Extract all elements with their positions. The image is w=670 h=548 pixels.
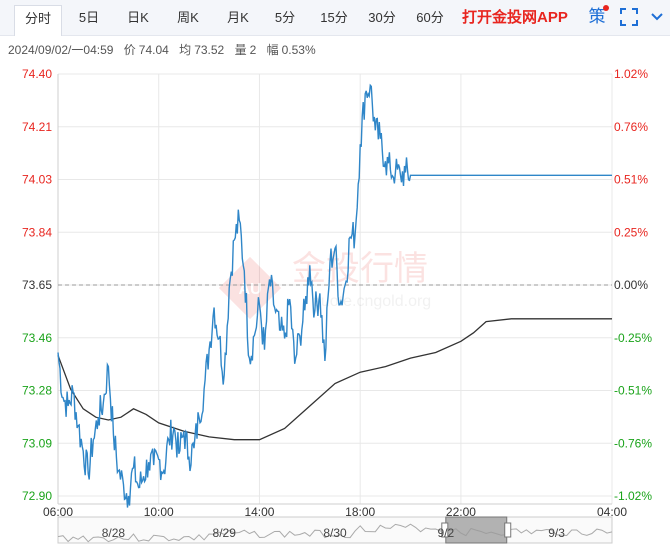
tab-daily-k[interactable]: 日K — [127, 10, 149, 25]
tab-30-min[interactable]: 30分 — [368, 10, 396, 25]
navigator-handle-left[interactable] — [441, 522, 449, 538]
period-tab-bar: 分时 5日 日K 周K 月K 5分 15分 30分 60分 打开金投网APP 策 — [0, 0, 670, 36]
volume-value: 2 — [249, 43, 257, 57]
navigator-handle-right[interactable] — [504, 522, 512, 538]
y-tick-label-left: 74.21 — [22, 120, 52, 134]
notification-dot — [603, 5, 609, 11]
navigator-date-label: 8/28 — [102, 526, 126, 540]
y-tick-label-left: 72.90 — [22, 489, 52, 503]
avg-label: 均 — [179, 43, 192, 57]
x-tick-label: 10:00 — [144, 505, 174, 519]
y-tick-label-left: 74.40 — [22, 67, 52, 81]
y-tick-label-left: 73.46 — [22, 331, 52, 345]
chevron-down-icon[interactable] — [646, 6, 668, 28]
x-tick-label: 18:00 — [345, 505, 375, 519]
x-tick-label: 14:00 — [244, 505, 274, 519]
y-tick-label-left: 74.03 — [22, 173, 52, 187]
price-chart[interactable]: AU 金投行情 quote.cngold.org 74.40 74.21 74.03… — [0, 58, 670, 548]
x-tick-label: 06:00 — [43, 505, 73, 519]
price-line — [57, 83, 612, 508]
amplitude-value: 0.53% — [281, 43, 316, 57]
y-tick-label-right: 0.51% — [614, 173, 648, 187]
price-value: 74.04 — [138, 43, 169, 57]
watermark: AU 金投行情 quote.cngold.org — [218, 249, 431, 320]
x-axis: 06:00 10:00 14:00 18:00 22:00 04:00 — [43, 505, 627, 519]
y-tick-label-right: -0.76% — [614, 436, 652, 450]
y-axis-right: 1.02% 0.76% 0.51% 0.25% 0.00% -0.25% -0.51% -0.… — [614, 67, 652, 503]
navigator-date-label: 8/30 — [323, 526, 347, 540]
time-navigator: 8/28 8/29 8/30 9/2 9/3 — [57, 516, 613, 544]
navigator-date-label: 8/29 — [213, 526, 237, 540]
y-tick-label-right: -0.25% — [614, 331, 652, 345]
tab-weekly-k[interactable]: 周K — [177, 10, 199, 25]
y-tick-label-right: 0.76% — [614, 120, 648, 134]
x-tick-label: 22:00 — [446, 505, 476, 519]
strategy-icon[interactable]: 策 — [588, 7, 606, 26]
y-tick-label-right: 0.25% — [614, 225, 648, 239]
y-tick-label-left: 73.65 — [22, 278, 52, 292]
tab-60-min[interactable]: 60分 — [416, 10, 444, 25]
y-tick-label-right: -1.02% — [614, 489, 652, 503]
tab-monthly-k[interactable]: 月K — [227, 10, 249, 25]
x-tick-label: 04:00 — [597, 505, 627, 519]
chart-grid — [57, 73, 613, 505]
navigator-date-label: 9/2 — [437, 526, 454, 540]
tab-intraday[interactable]: 分时 — [14, 5, 62, 36]
amplitude-label: 幅 — [266, 43, 279, 57]
watermark-url: quote.cngold.org — [312, 293, 431, 310]
y-tick-label-right: 1.02% — [614, 67, 648, 81]
open-app-link[interactable]: 打开金投网APP — [462, 9, 568, 26]
volume-label: 量 — [234, 43, 247, 57]
y-tick-label-right: -0.51% — [614, 384, 652, 398]
price-label: 价 — [123, 43, 136, 57]
quote-datetime: 2024/09/02/一04:59 — [8, 43, 114, 57]
watermark-logo-shape — [218, 256, 282, 320]
y-tick-label-left: 73.84 — [22, 225, 52, 239]
watermark-text: 金投行情 — [292, 249, 428, 289]
tab-15-min[interactable]: 15分 — [320, 10, 348, 25]
y-tick-label-right: 0.00% — [614, 278, 648, 292]
y-tick-label-left: 73.28 — [22, 384, 52, 398]
navigator-date-label: 9/3 — [548, 526, 565, 540]
y-tick-label-left: 73.09 — [22, 436, 52, 450]
average-line — [57, 318, 612, 441]
navigator-window[interactable] — [445, 516, 508, 544]
y-axis-left: 74.40 74.21 74.03 73.84 73.65 73.46 73.28 73.09… — [22, 67, 52, 503]
avg-value: 73.52 — [194, 43, 225, 57]
watermark-logo-text: AU — [238, 281, 261, 298]
tab-5-min[interactable]: 5分 — [274, 10, 296, 25]
tab-5-day[interactable]: 5日 — [78, 10, 100, 25]
fullscreen-icon[interactable] — [618, 6, 640, 28]
navigator-mini-line — [57, 523, 613, 543]
